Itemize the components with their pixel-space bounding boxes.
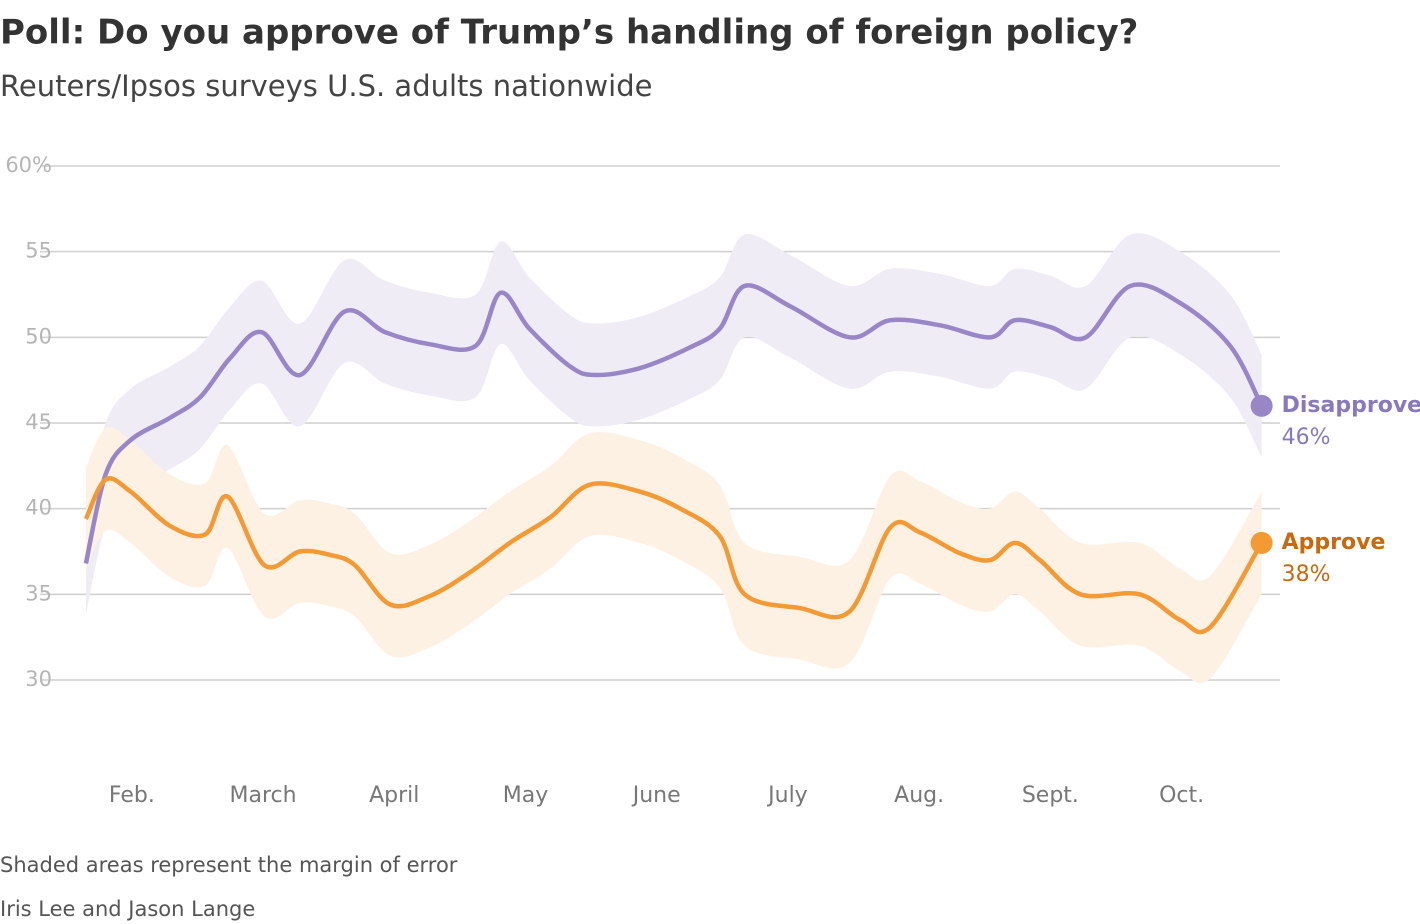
line bbox=[83, 476, 1264, 635]
x-tick-label: March bbox=[230, 783, 297, 808]
x-tick-label: Oct. bbox=[1159, 783, 1204, 808]
x-tick-label: Aug. bbox=[894, 783, 944, 808]
end-marker bbox=[1250, 394, 1273, 417]
y-tick-label: 30 bbox=[25, 667, 52, 691]
note: Shaded areas represent the margin of err… bbox=[0, 853, 458, 877]
y-tick-label: 40 bbox=[25, 496, 52, 520]
line bbox=[83, 282, 1264, 564]
value-label: 46% bbox=[1282, 425, 1331, 450]
y-tick-label: 35 bbox=[25, 581, 52, 605]
end-marker bbox=[1250, 531, 1273, 554]
value-label: 38% bbox=[1282, 562, 1331, 587]
x-tick-label: June bbox=[631, 783, 681, 808]
y-tick-label: 60% bbox=[5, 153, 52, 177]
legend-label: Approve bbox=[1282, 530, 1386, 555]
y-tick-label: 50 bbox=[25, 324, 52, 348]
y-tick-label: 55 bbox=[25, 239, 52, 263]
x-tick-label: July bbox=[766, 783, 808, 808]
x-tick-label: May bbox=[503, 783, 548, 808]
x-tick-label: April bbox=[369, 783, 419, 808]
byline: Iris Lee and Jason Lange bbox=[0, 897, 255, 921]
x-tick-label: Feb. bbox=[109, 783, 155, 808]
chart-subtitle: Reuters/Ipsos surveys U.S. adults nation… bbox=[0, 69, 652, 103]
y-tick-label: 45 bbox=[25, 410, 52, 434]
x-tick-label: Sept. bbox=[1022, 783, 1079, 808]
legend-label: Disapprove bbox=[1282, 393, 1420, 418]
error-band bbox=[85, 426, 1262, 684]
chart-title: Poll: Do you approve of Trump’s handling… bbox=[0, 13, 1138, 53]
